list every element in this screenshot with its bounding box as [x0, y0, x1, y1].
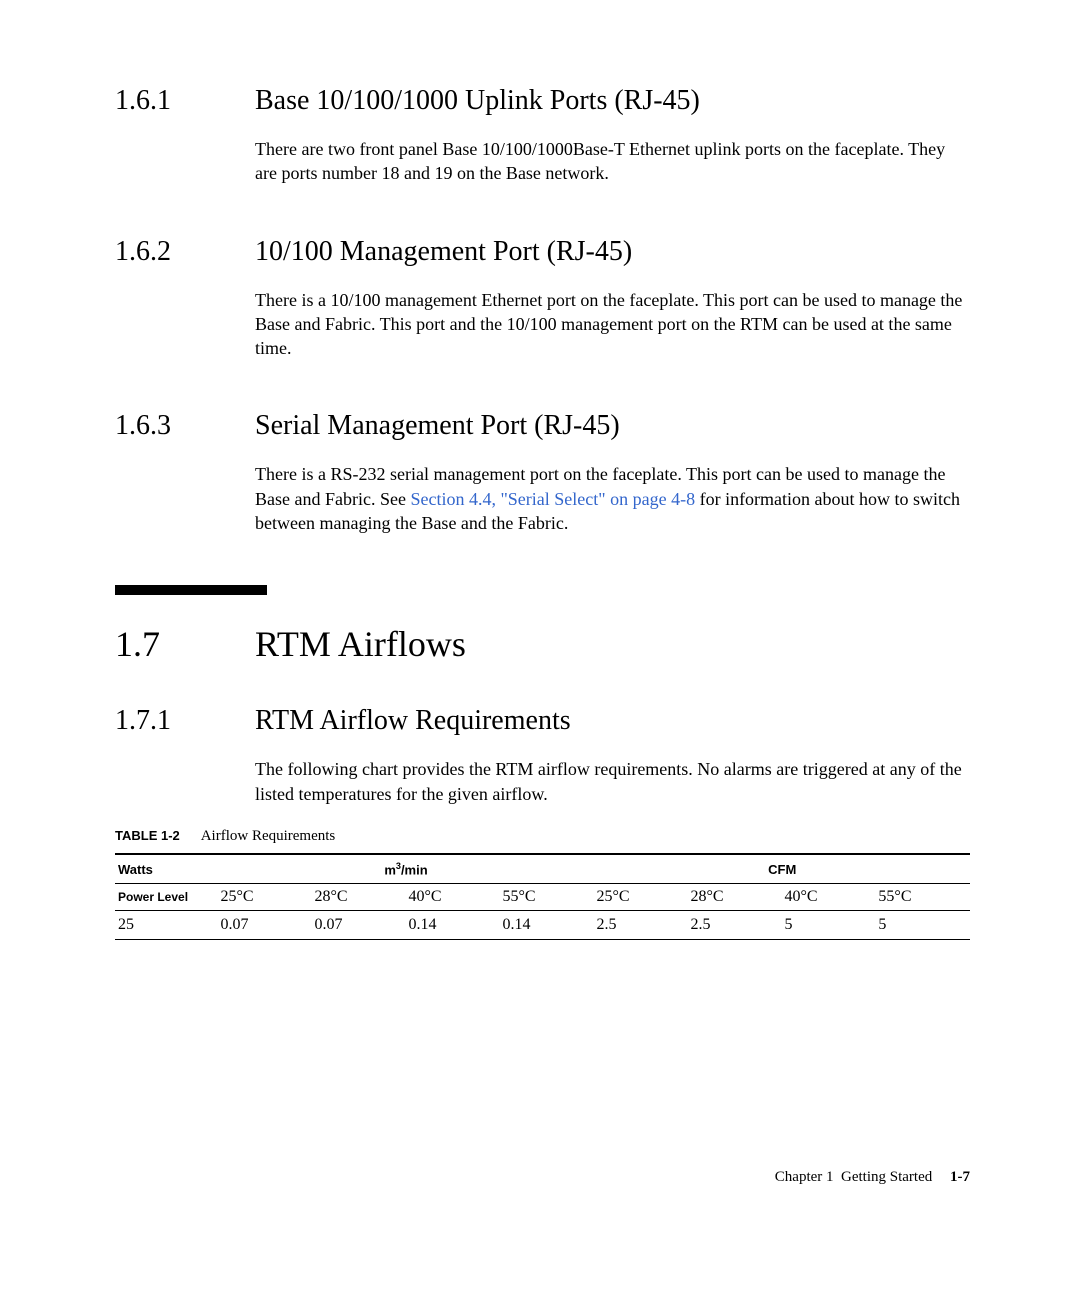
body-1-6-3: There is a RS-232 serial management port…: [255, 462, 970, 535]
table-row: 25 0.07 0.07 0.14 0.14 2.5 2.5 5 5: [116, 911, 971, 940]
body-1-7-1: The following chart provides the RTM air…: [255, 757, 970, 806]
cell-cfm: 2.5: [594, 911, 688, 940]
section-number: 1.7.1: [115, 705, 255, 737]
table-header-row-1: Watts m3/min CFM: [116, 854, 971, 884]
section-title: RTM Airflow Requirements: [255, 705, 571, 737]
col-watts: Watts: [116, 854, 219, 884]
col-temp: 55°C: [500, 884, 594, 911]
heading-1-7-1: 1.7.1 RTM Airflow Requirements: [115, 705, 970, 737]
col-temp: 55°C: [876, 884, 970, 911]
footer-chapter: Chapter 1 Getting Started: [775, 1169, 936, 1185]
cell-cfm: 5: [876, 911, 970, 940]
heading-1-7: 1.7 RTM Airflows: [115, 623, 970, 665]
col-temp: 25°C: [218, 884, 312, 911]
section-number: 1.7: [115, 623, 255, 665]
col-group-m3min: m3/min: [218, 854, 594, 884]
cell-m3: 0.07: [218, 911, 312, 940]
cell-m3: 0.14: [500, 911, 594, 940]
section-1-6-1: 1.6.1 Base 10/100/1000 Uplink Ports (RJ-…: [115, 85, 970, 186]
table-caption: TABLE 1-2 Airflow Requirements: [115, 828, 970, 845]
col-power-level: Power Level: [116, 884, 219, 911]
col-temp: 40°C: [406, 884, 500, 911]
footer-chapter-title: Getting Started: [841, 1169, 932, 1185]
section-number: 1.6.3: [115, 410, 255, 442]
section-1-7: 1.7 RTM Airflows: [115, 623, 970, 665]
heading-1-6-3: 1.6.3 Serial Management Port (RJ-45): [115, 410, 970, 442]
col-temp: 28°C: [688, 884, 782, 911]
table-label: TABLE 1-2: [115, 828, 180, 843]
airflow-table: Watts m3/min CFM Power Level 25°C 28°C 4…: [115, 853, 970, 940]
section-rule: [115, 585, 267, 595]
section-1-7-1: 1.7.1 RTM Airflow Requirements The follo…: [115, 705, 970, 806]
cell-cfm: 2.5: [688, 911, 782, 940]
col-temp: 25°C: [594, 884, 688, 911]
section-title: 10/100 Management Port (RJ-45): [255, 236, 632, 268]
col-group-cfm: CFM: [594, 854, 970, 884]
col-temp: 28°C: [312, 884, 406, 911]
cell-m3: 0.07: [312, 911, 406, 940]
cell-power: 25: [116, 911, 219, 940]
body-1-6-2: There is a 10/100 management Ethernet po…: [255, 288, 970, 361]
heading-1-6-2: 1.6.2 10/100 Management Port (RJ-45): [115, 236, 970, 268]
xref-link[interactable]: Section 4.4, "Serial Select" on page 4-8: [410, 489, 695, 509]
section-title: Serial Management Port (RJ-45): [255, 410, 620, 442]
footer-chapter-num: Chapter 1: [775, 1169, 834, 1185]
page-content: 1.6.1 Base 10/100/1000 Uplink Ports (RJ-…: [0, 0, 1080, 940]
section-title: Base 10/100/1000 Uplink Ports (RJ-45): [255, 85, 700, 117]
table-caption-text: Airflow Requirements: [201, 828, 336, 844]
section-number: 1.6.2: [115, 236, 255, 268]
section-1-6-3: 1.6.3 Serial Management Port (RJ-45) The…: [115, 410, 970, 535]
section-1-6-2: 1.6.2 10/100 Management Port (RJ-45) The…: [115, 236, 970, 361]
body-1-6-1: There are two front panel Base 10/100/10…: [255, 137, 970, 186]
col-temp: 40°C: [782, 884, 876, 911]
cell-cfm: 5: [782, 911, 876, 940]
section-title: RTM Airflows: [255, 623, 466, 665]
footer-page-number: 1-7: [950, 1169, 970, 1185]
heading-1-6-1: 1.6.1 Base 10/100/1000 Uplink Ports (RJ-…: [115, 85, 970, 117]
cell-m3: 0.14: [406, 911, 500, 940]
page-footer: Chapter 1 Getting Started 1-7: [775, 1169, 970, 1186]
table-header-row-2: Power Level 25°C 28°C 40°C 55°C 25°C 28°…: [116, 884, 971, 911]
section-number: 1.6.1: [115, 85, 255, 117]
